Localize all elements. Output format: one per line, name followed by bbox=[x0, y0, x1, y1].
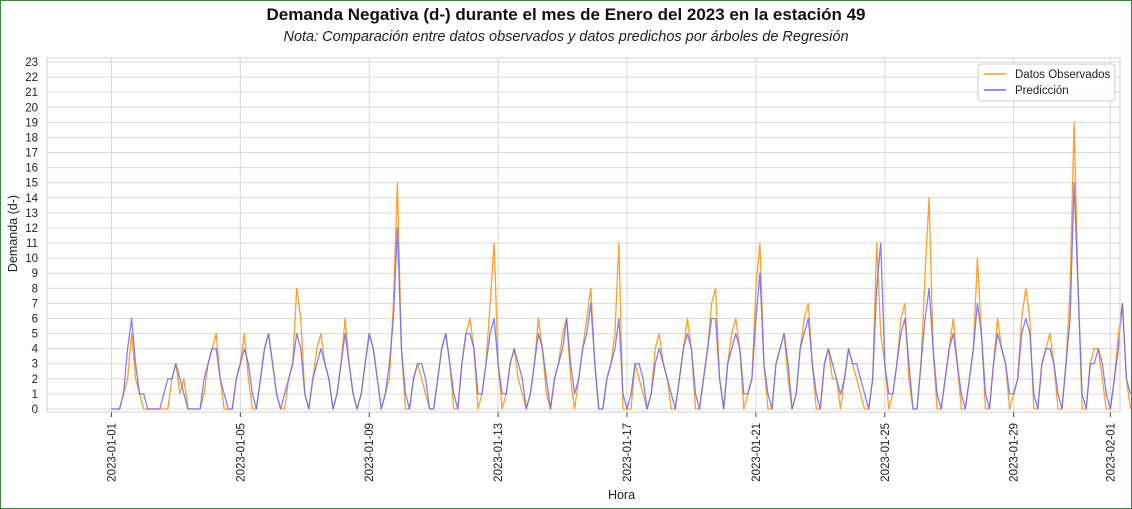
y-tick-label: 22 bbox=[25, 72, 38, 84]
legend: Datos Observados Predicción bbox=[977, 63, 1116, 102]
legend-label-prediction: Predicción bbox=[1015, 85, 1069, 97]
y-tick-label: 19 bbox=[25, 117, 38, 129]
y-tick-label: 23 bbox=[25, 57, 38, 69]
y-tick-label: 5 bbox=[32, 329, 38, 341]
x-tick-label: 2023-01-17 bbox=[622, 423, 634, 482]
chart-title: Demanda Negativa (d-) durante el mes de … bbox=[266, 5, 866, 24]
legend-box bbox=[977, 63, 1116, 102]
y-tick-label: 1 bbox=[32, 389, 38, 401]
y-tick-label: 18 bbox=[25, 132, 38, 144]
y-tick-label: 4 bbox=[32, 344, 39, 356]
y-tick-label: 9 bbox=[32, 268, 38, 280]
x-axis-ticks: 2023-01-01 2023-01-05 2023-01-09 2023-01-13… bbox=[106, 412, 1117, 482]
y-tick-label: 11 bbox=[26, 238, 38, 250]
legend-label-observed: Datos Observados bbox=[1015, 69, 1110, 81]
y-tick-label: 3 bbox=[32, 359, 38, 371]
x-tick-label: 2023-01-09 bbox=[364, 423, 376, 482]
y-tick-label: 13 bbox=[25, 208, 38, 220]
x-tick-label: 2023-02-01 bbox=[1105, 423, 1117, 482]
x-tick-label: 2023-01-21 bbox=[751, 423, 763, 482]
y-tick-label: 17 bbox=[25, 148, 38, 160]
y-tick-label: 8 bbox=[32, 283, 38, 295]
series-line-prediction bbox=[111, 182, 1132, 410]
x-tick-label: 2023-01-13 bbox=[493, 423, 505, 482]
y-tick-label: 16 bbox=[25, 163, 38, 175]
series-layer bbox=[111, 121, 1132, 410]
x-tick-label: 2023-01-29 bbox=[1009, 423, 1021, 482]
y-tick-label: 10 bbox=[25, 253, 38, 265]
plot-frame bbox=[46, 57, 1121, 413]
x-tick-label: 2023-01-05 bbox=[235, 423, 247, 482]
y-tick-label: 21 bbox=[25, 87, 38, 99]
y-tick-label: 6 bbox=[32, 313, 38, 325]
x-tick-label: 2023-01-25 bbox=[880, 423, 892, 482]
y-tick-label: 15 bbox=[25, 178, 38, 190]
y-tick-label: 14 bbox=[25, 193, 38, 205]
y-tick-label: 7 bbox=[32, 298, 38, 310]
y-tick-label: 12 bbox=[25, 223, 38, 235]
x-tick-label: 2023-01-01 bbox=[106, 423, 118, 482]
y-axis-label: Demanda (d-) bbox=[6, 195, 20, 272]
chart-subtitle: Nota: Comparación entre datos observados… bbox=[283, 29, 849, 45]
x-axis-label: Hora bbox=[608, 488, 635, 502]
y-tick-label: 20 bbox=[25, 102, 38, 114]
y-tick-label: 0 bbox=[32, 404, 38, 416]
grid bbox=[47, 58, 1120, 412]
y-tick-label: 2 bbox=[32, 374, 38, 386]
